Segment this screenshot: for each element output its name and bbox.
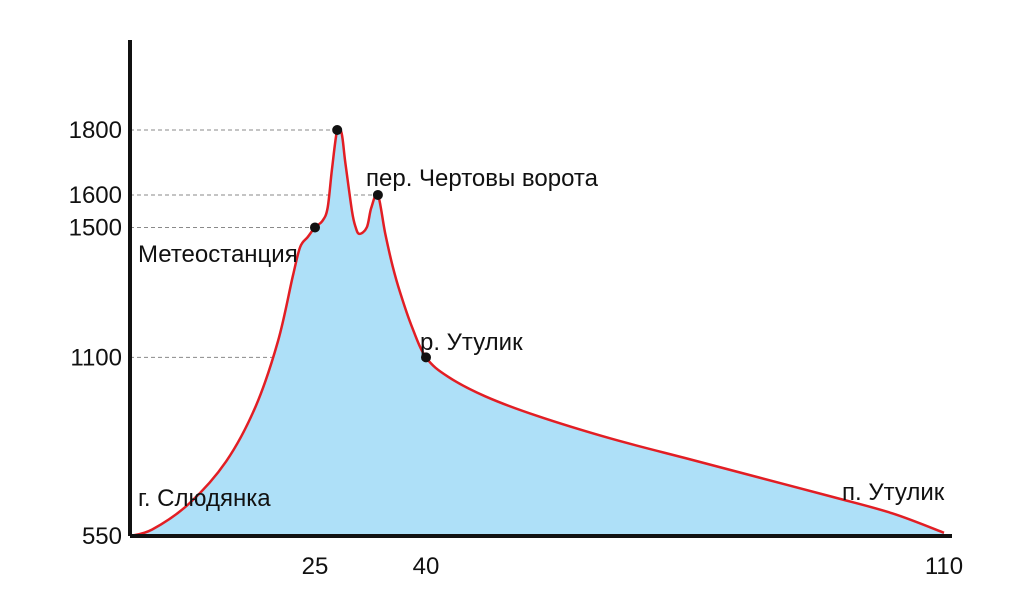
point-marker-1800 xyxy=(332,125,343,135)
y-tick-label-550: 550 xyxy=(82,523,122,550)
tick-labels: 550 1100 1500 1600 1800 25 40 110 xyxy=(69,117,964,580)
x-tick-label-40: 40 xyxy=(413,553,440,580)
x-tick-label-25: 25 xyxy=(302,553,329,580)
label-utulik-river: р. Утулик xyxy=(420,329,523,356)
label-meteostation: Метеостанция xyxy=(138,241,298,268)
elevation-line xyxy=(129,125,945,538)
point-marker-1600 xyxy=(372,189,383,200)
marked-points xyxy=(310,125,431,363)
label-slyudyanka-town: г. Слюдянка xyxy=(138,485,271,512)
y-tick-label-1100: 1100 xyxy=(70,344,122,371)
y-tick-label-1800: 1800 xyxy=(69,117,122,144)
x-tick-label-110: 110 xyxy=(925,553,963,580)
y-tick-label-1600: 1600 xyxy=(69,182,122,209)
label-utulik-settlement: п. Утулик xyxy=(842,479,945,506)
label-chertovy-vorota-pass: пер. Чертовы ворота xyxy=(366,165,599,192)
elevation-area xyxy=(130,126,944,536)
y-tick-label-1500: 1500 xyxy=(69,214,122,241)
point-marker-1500 xyxy=(310,222,320,233)
point-marker-1100 xyxy=(421,352,431,363)
